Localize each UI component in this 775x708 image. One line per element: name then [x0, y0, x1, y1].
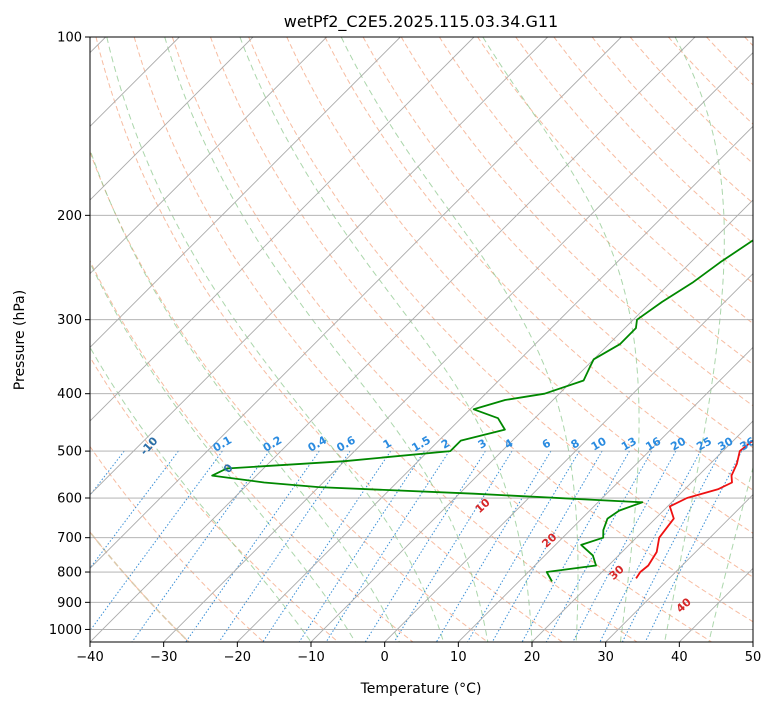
isotherm-line [90, 37, 327, 275]
dry-adiabat-line [95, 37, 563, 642]
x-tick-label: −20 [224, 650, 251, 665]
moist-adiabat-line [708, 465, 753, 642]
background-lines [90, 37, 753, 642]
dry-adiabat-line [171, 37, 712, 642]
dry-adiabat-line [553, 37, 753, 244]
mixing-ratio-line [185, 450, 320, 642]
isotherm-line [90, 37, 696, 642]
mixing-ratio-line [599, 450, 701, 642]
y-tick-label: 500 [57, 445, 82, 460]
isotherm-line [384, 273, 753, 642]
mixing-ratio-line [90, 450, 179, 569]
y-tick-label: 1000 [49, 623, 82, 638]
dry-adiabat-line [90, 150, 488, 642]
y-tick-label: 900 [57, 596, 82, 611]
dry-adiabat-line [515, 37, 753, 284]
isotherm-line [90, 37, 254, 201]
chart-title: wetPf2_C2E5.2025.115.03.34.G11 [284, 12, 558, 32]
moist-adiabat-line [106, 37, 445, 642]
mixing-ratio-line [545, 450, 653, 642]
x-tick-label: 20 [524, 650, 541, 665]
dry-adiabat-line [629, 37, 753, 165]
isotherm-line [90, 37, 475, 422]
mixing-ratio-label: 36 [738, 434, 758, 453]
isotherm-line [90, 37, 548, 496]
y-tick-label: 400 [57, 387, 82, 402]
x-tick-label: 10 [450, 650, 467, 665]
reference-adiabat-line [90, 530, 190, 642]
moist-adiabat-line [340, 37, 579, 642]
x-tick-label: −30 [150, 650, 177, 665]
moist-adiabat-line [164, 37, 489, 642]
dry-adiabat-line [248, 37, 753, 578]
plot-frame [89, 36, 754, 643]
x-tick-label: 30 [597, 650, 614, 665]
x-tick-label: 50 [745, 650, 762, 665]
y-tick-label: 200 [57, 209, 82, 224]
x-tick-label: 40 [671, 650, 688, 665]
x-axis-label: Temperature (°C) [360, 681, 482, 697]
isotherm-line [163, 52, 753, 642]
plot-background [90, 37, 753, 642]
temperature-line [635, 439, 753, 579]
isotherm-line [531, 420, 753, 642]
dry-adiabat-line [90, 356, 339, 642]
moist-adiabat-line [239, 37, 533, 642]
isotherm-line [458, 346, 753, 642]
y-axis-label: Pressure (hPa) [12, 290, 28, 390]
mixing-ratio-line [218, 450, 351, 642]
grid-lines [90, 37, 753, 642]
moist-adiabat-line [90, 261, 356, 642]
x-tick-label: 0 [381, 650, 389, 665]
y-tick-label: 100 [57, 31, 82, 46]
mixing-ratio-line [521, 450, 630, 642]
moist-adiabat-line [90, 148, 400, 642]
dry-adiabat-line [90, 445, 264, 642]
mixing-ratio-line [90, 450, 223, 632]
mixing-ratio-line [467, 450, 580, 642]
dewpoint-line [211, 239, 753, 582]
mixing-ratio-line [572, 450, 677, 642]
x-tick-label: −10 [297, 650, 324, 665]
isotherm-line [605, 494, 753, 642]
mixing-ratio-line [298, 450, 425, 642]
y-tick-label: 800 [57, 566, 82, 581]
dry-adiabat-line [210, 37, 753, 623]
dry-adiabat-line [324, 37, 753, 491]
moist-adiabat-line [664, 37, 725, 642]
y-tick-label: 700 [57, 531, 82, 546]
axes: −40 −30 −20 −10 0 10 20 30 40 50 100 200 300 400 500 60… [49, 31, 761, 666]
dry-adiabat-line [438, 37, 753, 366]
dry-adiabat-line [286, 37, 753, 534]
x-tick-label: −40 [76, 650, 103, 665]
dry-adiabat-line [400, 37, 753, 407]
isotherm-line [90, 37, 401, 348]
isotherm-line [90, 37, 622, 569]
mixing-ratio-line [364, 450, 486, 642]
dry-adiabat-line [90, 259, 414, 642]
dry-adiabat-line [133, 37, 638, 642]
profile-lines [211, 239, 753, 582]
isotherm-line [310, 199, 753, 642]
y-tick-label: 600 [57, 492, 82, 507]
isotherm-line [237, 125, 753, 642]
y-tick-label: 300 [57, 313, 82, 328]
moist-adiabat-line [482, 37, 640, 642]
